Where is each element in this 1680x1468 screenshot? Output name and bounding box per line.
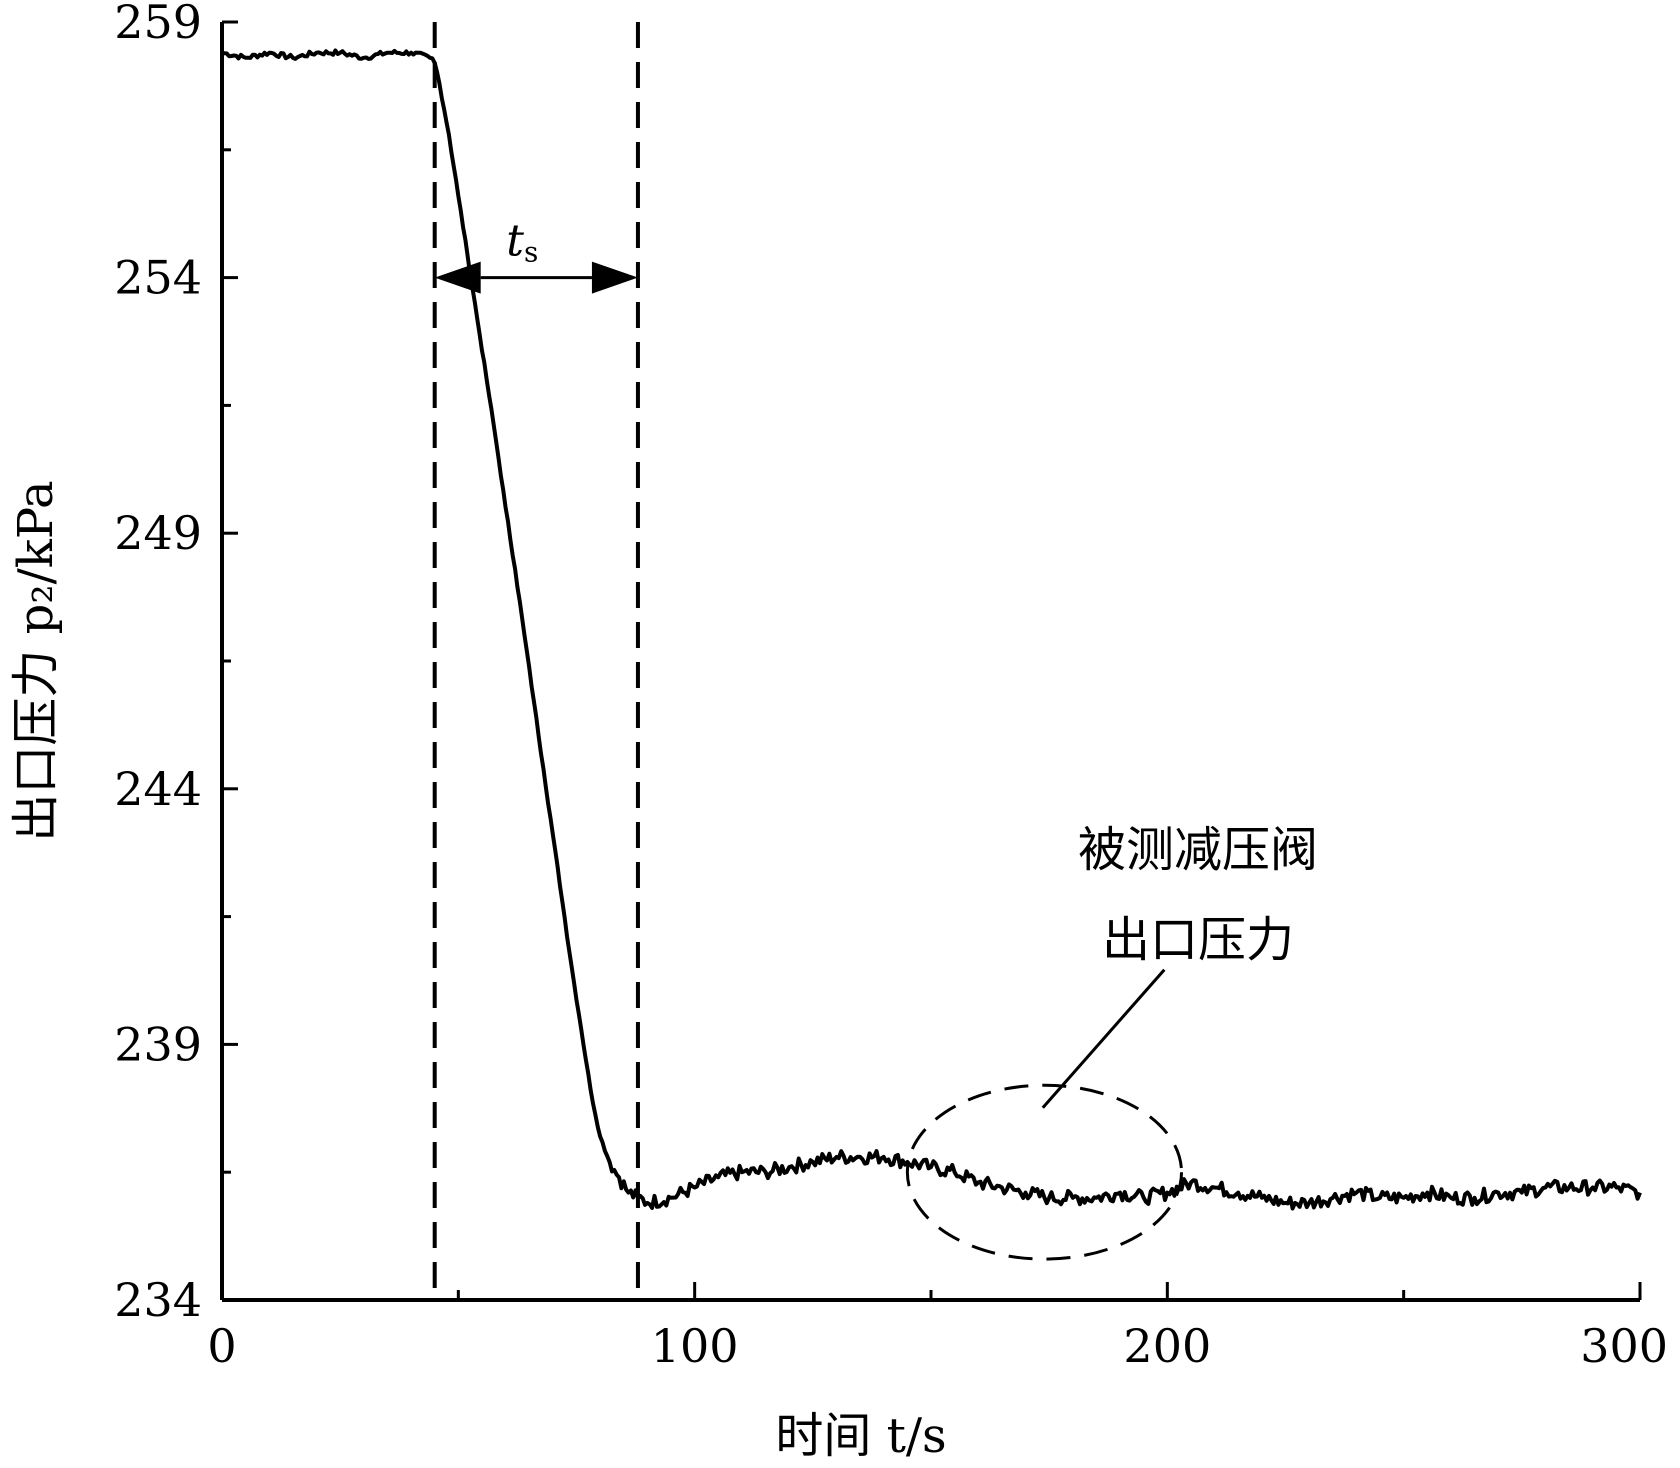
x-tick-label: 0 xyxy=(207,1319,236,1373)
y-tick-label: 259 xyxy=(114,0,202,49)
highlight-ellipse xyxy=(905,1083,1184,1261)
y-tick-label: 254 xyxy=(114,251,202,305)
ticks: 234 239 244 249 254 259 0 100 200 300 xyxy=(114,0,1668,1373)
callout-text: 被测减压阀 xyxy=(1078,822,1318,878)
ts-label: ts xyxy=(506,216,538,269)
y-tick-label: 239 xyxy=(114,1017,202,1071)
axis-labels: 时间 t/s 出口压力 p₂/kPa xyxy=(8,480,947,1464)
x-axis-label: 时间 t/s xyxy=(775,1408,946,1464)
y-axis-label: 出口压力 p₂/kPa xyxy=(8,480,64,841)
callout-leader-line xyxy=(1041,968,1166,1109)
series-layer xyxy=(221,48,1642,1211)
x-tick-label: 300 xyxy=(1580,1319,1668,1373)
callout-text: 出口压力 xyxy=(1102,912,1294,968)
x-tick-label: 100 xyxy=(651,1319,739,1373)
marker-lines xyxy=(432,22,640,1300)
series-line xyxy=(221,48,1642,1211)
ts-arrow-head-right xyxy=(591,261,638,294)
ts-arrow-head-left xyxy=(434,261,481,294)
x-tick-label: 200 xyxy=(1123,1319,1211,1373)
y-tick-label: 249 xyxy=(114,506,202,560)
y-tick-label: 234 xyxy=(114,1273,202,1327)
y-tick-label: 244 xyxy=(114,762,202,816)
